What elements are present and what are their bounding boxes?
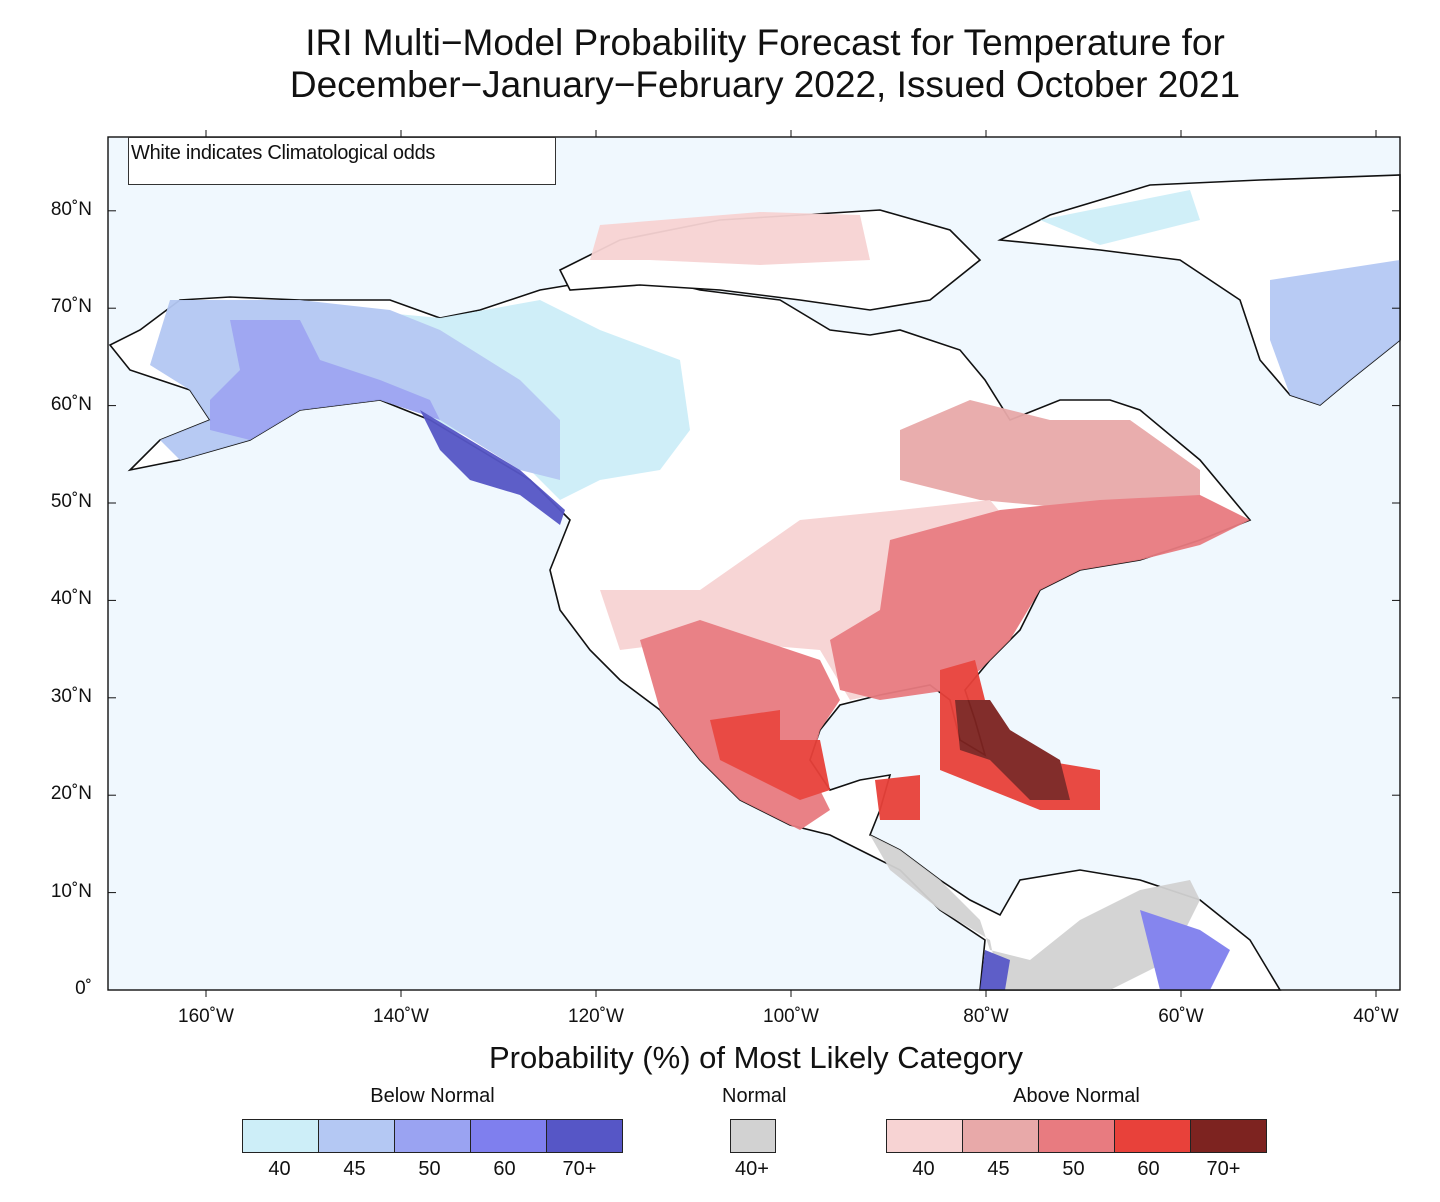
colorbar-title: Probability (%) of Most Likely Category bbox=[488, 1040, 1024, 1075]
above-45-quebec bbox=[900, 400, 1200, 510]
legend-tick-label: 40 bbox=[268, 1158, 291, 1180]
below-50-alaska bbox=[210, 320, 440, 440]
legend-tick-label: 50 bbox=[1062, 1158, 1085, 1180]
title-line-2: December−January−February 2022, Issued O… bbox=[289, 64, 1241, 105]
legend-tick-label: 45 bbox=[343, 1158, 366, 1180]
above-40-arctic bbox=[590, 212, 870, 265]
legend-tick-label: 60 bbox=[1137, 1158, 1160, 1180]
legend-tick-label: 45 bbox=[987, 1158, 1010, 1180]
legend-swatch-above-50 bbox=[1039, 1120, 1115, 1152]
lat-label: 60˚N bbox=[50, 393, 92, 415]
legend-tick-label: 40 bbox=[912, 1158, 935, 1180]
legend-below-normal: Below Normal 40 45 50 60 70+ bbox=[242, 1085, 623, 1181]
legend-swatch-below-50 bbox=[395, 1120, 471, 1152]
lat-label: 30˚N bbox=[50, 685, 92, 707]
legend-swatch-below-70+ bbox=[547, 1120, 622, 1152]
legend-swatch-above-60 bbox=[1115, 1120, 1191, 1152]
legend-above-normal: Above Normal 40 45 50 60 70+ bbox=[886, 1085, 1267, 1181]
lon-label: 60˚W bbox=[1158, 1006, 1204, 1027]
legend-swatch-below-60 bbox=[471, 1120, 547, 1152]
lat-label: 20˚N bbox=[50, 783, 92, 805]
legend-tick-label: 40+ bbox=[735, 1158, 769, 1180]
legend-normal: Normal 40+ bbox=[722, 1085, 786, 1181]
legend-normal-label: Normal bbox=[722, 1085, 787, 1107]
legend-above-label: Above Normal bbox=[1013, 1085, 1140, 1107]
below-70-alaska-coast bbox=[420, 410, 565, 525]
lon-label: 140˚W bbox=[373, 1006, 429, 1027]
legend-tick-label: 70+ bbox=[1206, 1158, 1241, 1180]
lon-label: 120˚W bbox=[568, 1006, 624, 1027]
lon-label: 40˚W bbox=[1353, 1006, 1399, 1027]
legend-swatch-above-40 bbox=[887, 1120, 963, 1152]
legend-swatch-above-45 bbox=[963, 1120, 1039, 1152]
legend-swatch-normal-40+ bbox=[731, 1120, 775, 1152]
lat-label: 70˚N bbox=[50, 296, 92, 318]
legend-swatch-above-70+ bbox=[1191, 1120, 1266, 1152]
lat-label: 0˚ bbox=[75, 978, 92, 999]
above-70-cuba bbox=[955, 700, 1070, 800]
legend-swatch-below-45 bbox=[319, 1120, 395, 1152]
climatology-note: White indicates Climatological odds bbox=[128, 137, 556, 185]
above-60-central-america bbox=[875, 775, 920, 820]
below-70-ecuador bbox=[980, 950, 1010, 990]
lat-label: 10˚N bbox=[50, 880, 92, 902]
normal-40-south-america bbox=[870, 835, 1200, 990]
legend-tick-label: 70+ bbox=[562, 1158, 597, 1180]
below-40-greenland-north bbox=[1040, 190, 1200, 245]
lat-label: 40˚N bbox=[50, 588, 92, 610]
lon-label: 100˚W bbox=[763, 1006, 819, 1027]
legend-below-label: Below Normal bbox=[370, 1085, 495, 1107]
legend-tick-label: 50 bbox=[418, 1158, 441, 1180]
probability-shading bbox=[150, 190, 1400, 990]
below-45-greenland bbox=[1270, 260, 1400, 405]
legend-swatch-below-40 bbox=[243, 1120, 319, 1152]
legend-tick-label: 60 bbox=[493, 1158, 516, 1180]
lon-label: 80˚W bbox=[963, 1006, 1009, 1027]
lat-label: 80˚N bbox=[50, 198, 92, 220]
map-frame bbox=[107, 136, 1401, 991]
lon-label: 160˚W bbox=[178, 1006, 234, 1027]
above-50-east bbox=[830, 495, 1250, 700]
below-60-venezuela bbox=[1140, 910, 1230, 990]
title-line-1: IRI Multi−Model Probability Forecast for… bbox=[305, 22, 1225, 63]
map-title: IRI Multi−Model Probability Forecast for… bbox=[0, 22, 1440, 106]
lat-label: 50˚N bbox=[50, 491, 92, 512]
above-60-mexico bbox=[710, 710, 830, 800]
